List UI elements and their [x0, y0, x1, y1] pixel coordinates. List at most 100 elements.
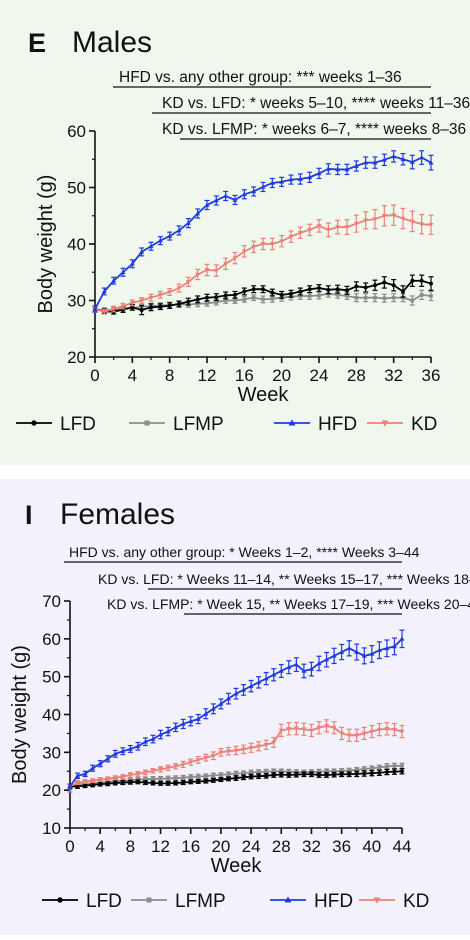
data-point	[260, 184, 266, 189]
data-point	[150, 736, 156, 741]
chart-title: Males	[72, 26, 152, 59]
data-point	[354, 767, 359, 772]
data-point	[354, 295, 359, 300]
data-point	[353, 163, 359, 168]
x-tick-label: 28	[272, 837, 291, 856]
data-point	[111, 278, 117, 283]
legend-marker	[288, 419, 296, 426]
data-point	[308, 666, 314, 671]
data-point	[419, 222, 425, 227]
data-point	[419, 293, 424, 297]
series-hfd	[67, 629, 405, 790]
data-point	[128, 780, 133, 785]
legend-marker	[31, 420, 37, 426]
data-point	[165, 766, 171, 771]
data-point	[309, 772, 314, 777]
x-tick-label: 20	[211, 837, 230, 856]
data-point	[382, 280, 387, 285]
data-point	[345, 294, 349, 298]
data-point	[298, 289, 303, 294]
legend-label: LFD	[86, 891, 122, 912]
panel-letter: E	[28, 28, 46, 58]
data-point	[166, 776, 170, 781]
data-point	[317, 293, 321, 298]
data-point	[180, 762, 186, 768]
data-point	[377, 770, 382, 775]
data-point	[376, 647, 382, 653]
data-point	[428, 222, 434, 228]
data-point	[372, 217, 378, 222]
data-point	[271, 672, 277, 677]
data-point	[120, 269, 126, 275]
data-point	[188, 760, 194, 765]
data-point	[279, 292, 284, 297]
data-point	[251, 295, 256, 300]
data-point	[173, 764, 179, 769]
data-point	[347, 772, 352, 777]
data-point	[75, 773, 81, 778]
x-tick-label: 4	[95, 837, 104, 856]
data-point	[195, 272, 201, 278]
data-point	[288, 176, 294, 182]
data-point	[354, 649, 360, 654]
data-point	[167, 303, 172, 308]
legend-item-kd: KD	[359, 891, 429, 912]
legend-marker	[373, 897, 381, 904]
x-tick-label: 16	[235, 366, 254, 385]
data-point	[98, 782, 103, 787]
data-point	[279, 239, 285, 244]
data-point	[120, 780, 125, 785]
data-point	[324, 773, 329, 777]
significance-annotation: KD vs. LFD: * Weeks 11–14, ** Weeks 15–1…	[98, 571, 470, 587]
data-point	[188, 718, 194, 724]
data-point	[120, 774, 126, 780]
data-point	[181, 780, 186, 785]
data-point	[188, 775, 193, 779]
data-point	[218, 701, 224, 706]
data-point	[139, 298, 145, 304]
data-point	[157, 238, 163, 243]
data-point	[127, 746, 133, 751]
data-point	[307, 287, 312, 292]
y-axis-label: Body weight (g)	[9, 645, 31, 784]
data-point	[269, 242, 275, 247]
data-point	[112, 775, 118, 781]
x-tick-label: 0	[65, 837, 74, 856]
significance-annotation: KD vs. LFMP: * Week 15, ** Weeks 17–19, …	[107, 596, 470, 612]
data-point	[400, 216, 406, 222]
data-point	[211, 778, 216, 783]
legend-marker	[284, 896, 292, 903]
legend-marker	[57, 897, 63, 903]
data-point	[298, 294, 303, 298]
data-point	[105, 756, 111, 761]
data-point	[307, 228, 313, 233]
data-point	[270, 290, 275, 295]
data-point	[400, 769, 404, 774]
data-point	[83, 783, 88, 788]
x-tick-label: 32	[302, 837, 321, 856]
data-point	[339, 649, 345, 654]
data-point	[335, 287, 340, 292]
data-point	[325, 228, 331, 233]
y-tick-label: 20	[67, 348, 86, 367]
data-point	[226, 772, 231, 777]
data-point	[271, 769, 276, 774]
data-point	[377, 765, 382, 770]
data-point	[185, 280, 191, 285]
females-chart: I Females HFD vs. any other group: * Weeks…	[9, 498, 470, 912]
data-point	[234, 776, 238, 781]
data-point	[195, 758, 201, 763]
x-tick-label: 8	[126, 837, 135, 856]
x-tick-label: 24	[242, 837, 261, 856]
data-point	[150, 769, 156, 774]
data-point	[249, 770, 253, 775]
data-point	[195, 210, 201, 216]
data-point	[120, 748, 126, 754]
data-point	[232, 197, 238, 202]
data-point	[381, 157, 387, 162]
series-lfd	[92, 274, 434, 316]
data-point	[120, 304, 126, 309]
data-point	[392, 769, 397, 774]
data-point	[363, 285, 368, 290]
data-point	[308, 728, 314, 733]
